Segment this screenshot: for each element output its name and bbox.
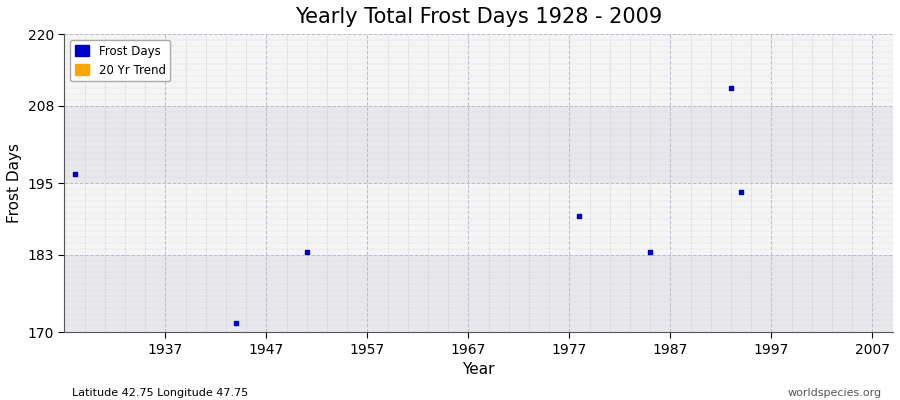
Text: worldspecies.org: worldspecies.org	[788, 388, 882, 398]
Text: Latitude 42.75 Longitude 47.75: Latitude 42.75 Longitude 47.75	[72, 388, 248, 398]
Bar	[65, 106, 893, 183]
Point	[643, 248, 657, 255]
Point	[300, 248, 314, 255]
Bar	[65, 183, 893, 254]
Y-axis label: Frost Days: Frost Days	[7, 143, 22, 223]
Point	[724, 84, 738, 91]
Point	[68, 171, 82, 177]
Point	[229, 320, 243, 326]
Bar	[65, 34, 893, 106]
Legend: Frost Days, 20 Yr Trend: Frost Days, 20 Yr Trend	[70, 40, 170, 81]
Point	[734, 189, 748, 195]
Point	[572, 213, 587, 219]
Title: Yearly Total Frost Days 1928 - 2009: Yearly Total Frost Days 1928 - 2009	[295, 7, 662, 27]
X-axis label: Year: Year	[463, 362, 495, 377]
Bar	[65, 254, 893, 332]
